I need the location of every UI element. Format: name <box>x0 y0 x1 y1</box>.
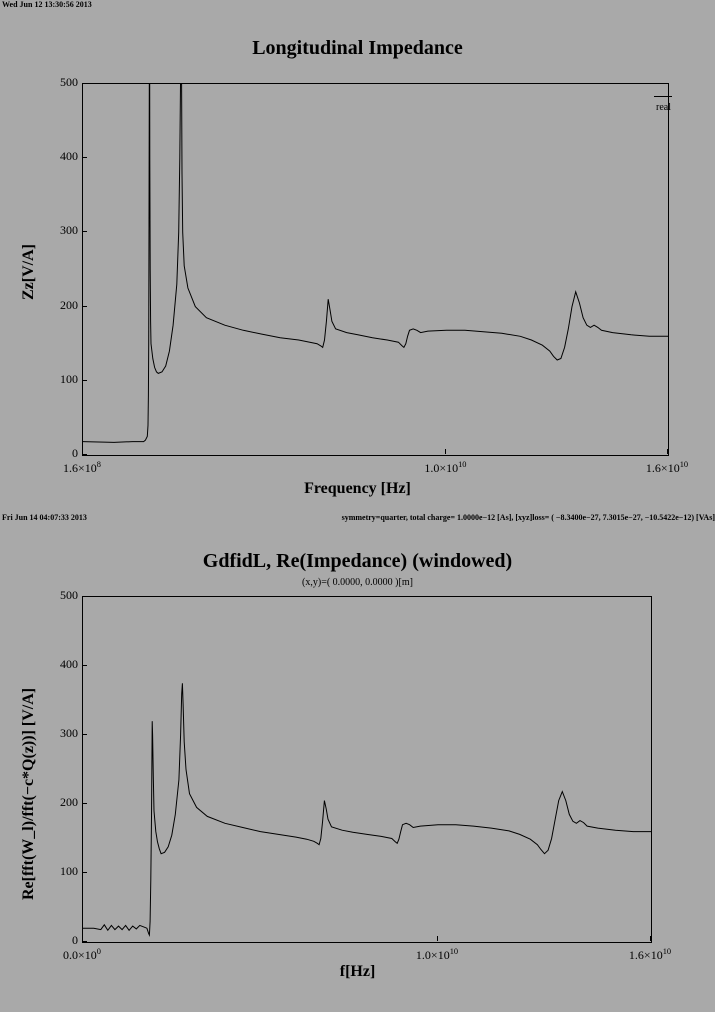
ytick-label: 100 <box>38 864 78 879</box>
chart2-ylabel: Re[fft(W_l)/fft(−c*Q(z))] [V/A] <box>20 688 38 900</box>
chart-svg <box>83 84 668 455</box>
series-line <box>83 84 668 442</box>
xtick-label: 1.6×108 <box>42 460 122 476</box>
chart2-title: GdfidL, Re(Impedance) (windowed) <box>0 550 715 573</box>
xtick-mark <box>437 936 438 941</box>
chart1-plot-area <box>82 83 669 456</box>
ytick-mark <box>82 665 87 666</box>
status-line: symmetry=quarter, total charge= 1.0000e−… <box>342 513 715 522</box>
xtick-label: 1.6×1010 <box>610 947 690 963</box>
chart-svg <box>83 597 651 942</box>
xtick-mark <box>650 936 651 941</box>
timestamp-1: Wed Jun 12 13:30:56 2013 <box>2 0 92 9</box>
chart1-legend-label: real <box>656 102 671 113</box>
ytick-mark <box>82 380 87 381</box>
ytick-label: 500 <box>38 588 78 603</box>
ytick-label: 0 <box>38 446 78 461</box>
ytick-mark <box>82 872 87 873</box>
ytick-mark <box>82 803 87 804</box>
chart2-plot-area <box>82 596 652 943</box>
chart2-xlabel: f[Hz] <box>0 963 715 981</box>
ytick-mark <box>82 231 87 232</box>
chart1-ylabel: Zz[V/A] <box>20 244 38 300</box>
series-line <box>83 683 651 935</box>
xtick-label: 1.0×1010 <box>397 947 477 963</box>
ytick-mark <box>82 454 87 455</box>
xtick-mark <box>82 449 83 454</box>
ytick-label: 500 <box>38 75 78 90</box>
ytick-label: 200 <box>38 795 78 810</box>
ytick-label: 300 <box>38 223 78 238</box>
xtick-mark <box>667 449 668 454</box>
ytick-label: 200 <box>38 298 78 313</box>
chart2-subtitle: (x,y)=( 0.0000, 0.0000 )[m] <box>0 577 715 588</box>
ytick-mark <box>82 941 87 942</box>
xtick-label: 1.0×1010 <box>405 460 485 476</box>
chart1-xlabel: Frequency [Hz] <box>0 480 715 498</box>
xtick-mark <box>445 449 446 454</box>
xtick-label: 1.6×1010 <box>627 460 707 476</box>
ytick-mark <box>82 596 87 597</box>
xtick-label: 0.0×100 <box>42 947 122 963</box>
ytick-mark <box>82 306 87 307</box>
chart1-legend-line <box>654 96 672 97</box>
ytick-mark <box>82 83 87 84</box>
ytick-label: 300 <box>38 726 78 741</box>
ytick-mark <box>82 157 87 158</box>
timestamp-2: Fri Jun 14 04:07:33 2013 <box>2 513 87 522</box>
xtick-mark <box>82 936 83 941</box>
ytick-mark <box>82 734 87 735</box>
ytick-label: 0 <box>38 933 78 948</box>
ytick-label: 100 <box>38 372 78 387</box>
chart1-title: Longitudinal Impedance <box>0 37 715 60</box>
ytick-label: 400 <box>38 657 78 672</box>
ytick-label: 400 <box>38 149 78 164</box>
